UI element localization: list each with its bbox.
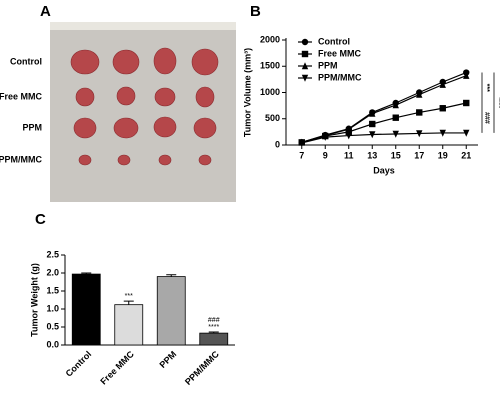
bar	[199, 332, 229, 346]
annotation: ****	[495, 97, 500, 108]
panel-label: B	[250, 3, 261, 20]
x-tick-label: 15	[391, 150, 401, 160]
legend-label: Free MMC	[318, 48, 362, 58]
marker	[369, 109, 376, 117]
x-tick-label: 21	[461, 150, 471, 160]
legend-label: PPM/MMC	[318, 72, 362, 82]
series-line	[301, 132, 467, 144]
marker	[439, 105, 446, 112]
marker	[345, 125, 352, 133]
y-tick-label: 0.0	[46, 339, 59, 349]
y-tick-label: 1500	[260, 61, 280, 71]
x-tick-label: 13	[367, 150, 377, 160]
x-axis-label: Days	[373, 165, 395, 175]
y-axis-label: Tumor Volume (mm³)	[242, 48, 252, 137]
marker	[439, 129, 446, 137]
x-tick-label: PPM	[157, 349, 178, 370]
x-tick-label: Control	[64, 349, 94, 379]
marker	[416, 109, 423, 116]
series-line	[301, 102, 467, 143]
y-tick-label: 2000	[260, 34, 280, 44]
annotation: ###	[483, 112, 490, 124]
annotation: ***	[125, 293, 133, 300]
marker	[392, 101, 399, 109]
row-label: Free MMC	[0, 91, 42, 101]
x-tick-label: 19	[438, 150, 448, 160]
error-bar	[166, 274, 177, 277]
y-tick-label: 500	[265, 113, 280, 123]
y-tick-label: 0	[275, 139, 280, 149]
y-tick-label: 2.0	[46, 267, 59, 277]
row-label: PPM	[22, 122, 42, 132]
marker	[369, 120, 376, 128]
marker	[463, 129, 470, 137]
error-bar	[81, 272, 92, 275]
ruler	[50, 22, 236, 30]
marker	[439, 80, 446, 88]
annotation: ***	[483, 84, 490, 92]
bar	[71, 273, 101, 346]
legend-marker	[301, 38, 309, 46]
marker	[392, 130, 399, 138]
annotation: ****	[208, 324, 219, 331]
y-tick-label: 1.5	[46, 285, 59, 295]
marker	[322, 133, 329, 141]
legend-label: Control	[318, 36, 350, 46]
row-label: Control	[10, 56, 42, 66]
marker	[298, 139, 305, 147]
annotation: ###	[208, 317, 220, 324]
x-tick-label: 17	[414, 150, 424, 160]
tumors	[70, 47, 219, 166]
legend-marker	[301, 74, 309, 82]
y-tick-label: 1000	[260, 87, 280, 97]
marker	[392, 114, 399, 121]
x-tick-label: 9	[323, 150, 328, 160]
x-tick-label: 11	[344, 150, 354, 160]
series-line	[301, 75, 467, 143]
y-tick-label: 1.0	[46, 303, 59, 313]
panel-label: A	[40, 3, 51, 20]
marker	[463, 99, 470, 107]
panel-label: C	[35, 211, 46, 228]
legend-marker	[301, 50, 309, 58]
marker	[416, 90, 423, 98]
photo	[50, 22, 236, 202]
x-tick-label: Free MMC	[98, 349, 136, 387]
row-label: PPM/MMC	[0, 154, 42, 164]
marker	[345, 132, 352, 140]
legend-marker	[301, 62, 309, 70]
marker	[416, 130, 423, 138]
y-tick-label: 0.5	[46, 321, 59, 331]
error-bar	[123, 300, 134, 305]
y-tick-label: 2.5	[46, 249, 59, 259]
marker	[463, 71, 470, 79]
x-tick-label: 7	[299, 150, 304, 160]
legend-label: PPM	[318, 60, 338, 70]
error-bar	[208, 331, 219, 334]
bar	[114, 304, 144, 346]
bar	[156, 276, 186, 346]
y-axis-label: Tumor Weight (g)	[29, 263, 39, 337]
x-tick-label: PPM/MMC	[183, 349, 221, 387]
marker	[369, 131, 376, 139]
